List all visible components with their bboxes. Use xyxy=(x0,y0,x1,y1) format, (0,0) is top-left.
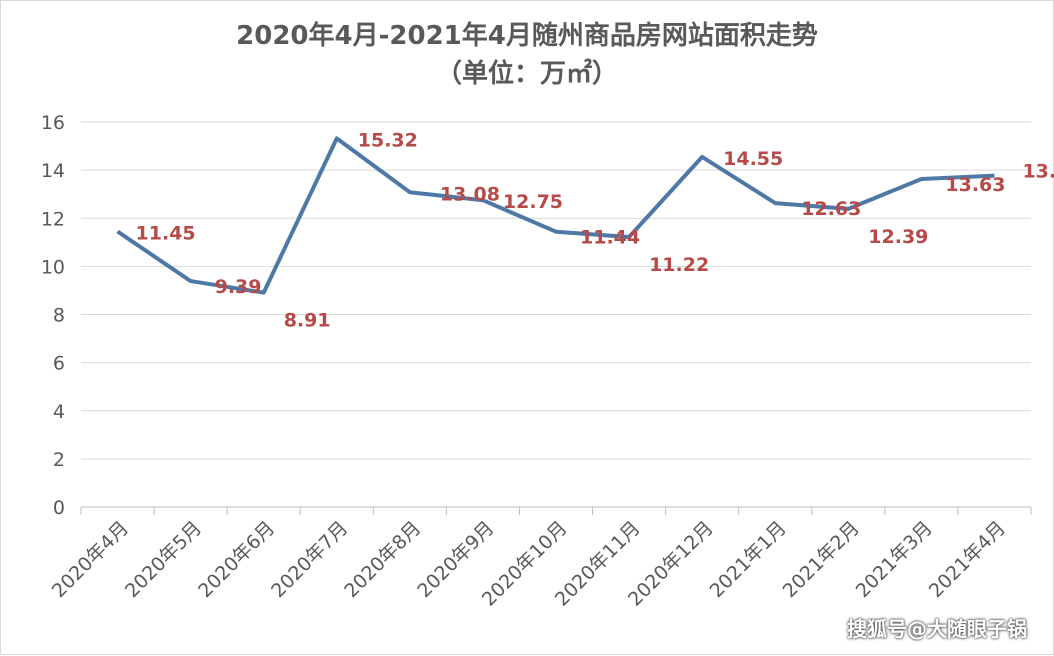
data-label: 12.75 xyxy=(503,191,563,213)
data-label: 11.44 xyxy=(580,227,640,249)
x-tick-label: 2021年2月 xyxy=(779,517,864,602)
x-tick-label: 2021年4月 xyxy=(925,517,1010,602)
x-axis-ticks xyxy=(80,507,1032,515)
data-label: 13.63 xyxy=(945,174,1005,196)
x-tick-label: 2021年3月 xyxy=(852,517,937,602)
y-tick-label: 14 xyxy=(41,160,65,182)
data-label: 13.77 xyxy=(1022,161,1054,183)
x-axis-tick-labels: 2020年4月2020年5月2020年6月2020年7月2020年8月2020年… xyxy=(48,517,1010,611)
data-label: 13.08 xyxy=(440,183,500,205)
x-tick-label: 2020年4月 xyxy=(48,517,133,602)
data-labels: 11.45 9.39 8.91 15.32 13.08 12.75 11.44 11.22 14… xyxy=(136,129,1054,331)
x-tick-label: 2020年5月 xyxy=(121,517,206,602)
y-tick-label: 0 xyxy=(53,497,65,519)
data-label: 11.22 xyxy=(649,254,709,276)
chart-title: 2020年4月-2021年4月随州商品房网站面积走势 xyxy=(236,21,818,51)
data-label: 12.63 xyxy=(801,198,861,220)
series-line xyxy=(116,136,995,295)
chart-subtitle: （单位：万㎡） xyxy=(435,59,618,89)
y-tick-label: 4 xyxy=(53,401,65,423)
y-tick-label: 10 xyxy=(41,256,65,278)
y-tick-label: 16 xyxy=(41,112,65,134)
data-label: 12.39 xyxy=(868,226,928,248)
y-axis-tick-labels: 0 2 4 6 8 10 12 14 16 xyxy=(41,112,65,519)
data-label: 14.55 xyxy=(723,148,783,170)
x-tick-label: 2020年7月 xyxy=(267,517,352,602)
y-tick-label: 8 xyxy=(53,305,65,327)
x-tick-label: 2020年6月 xyxy=(194,517,279,602)
y-tick-label: 2 xyxy=(53,449,65,471)
watermark-text: 搜狐号@大随眼子锅 xyxy=(847,617,1027,641)
x-tick-label: 2021年1月 xyxy=(706,517,791,602)
data-label: 8.91 xyxy=(284,310,331,332)
data-label: 15.32 xyxy=(358,129,418,151)
data-label: 11.45 xyxy=(136,222,196,244)
gridlines xyxy=(81,121,1031,508)
data-label: 9.39 xyxy=(215,276,262,298)
y-tick-label: 12 xyxy=(41,208,65,230)
y-tick-label: 6 xyxy=(53,353,65,375)
x-tick-label: 2020年8月 xyxy=(340,517,425,602)
